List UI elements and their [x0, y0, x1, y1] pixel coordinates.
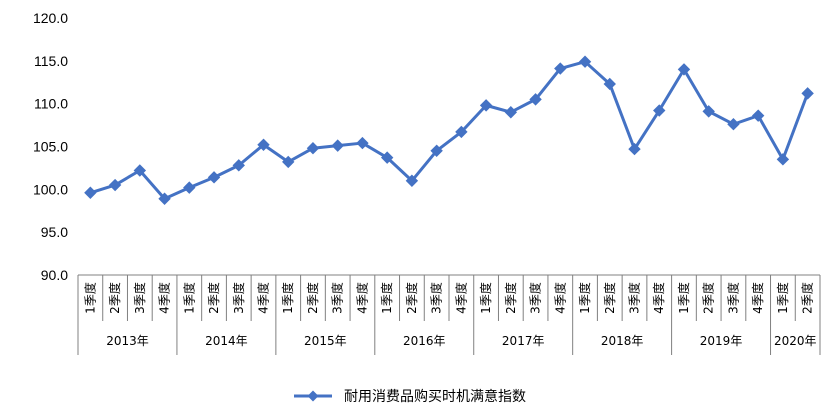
data-point-marker [677, 63, 691, 76]
quarter-tick-label: 2季度 [701, 282, 716, 314]
data-point-marker [603, 77, 616, 91]
data-point-marker [801, 87, 814, 100]
y-tick-label: 120.0 [33, 10, 68, 26]
y-axis-ticks: 90.0 95.0 100.0 105.0 110.0 115.0 120.0 [33, 10, 68, 283]
quarter-tick-label: 2季度 [602, 282, 617, 314]
y-tick-label: 105.0 [33, 139, 68, 155]
quarter-tick-label: 2季度 [503, 282, 518, 314]
quarter-tick-label: 4季度 [256, 282, 271, 314]
data-point-marker [653, 104, 666, 117]
data-point-marker [158, 192, 171, 205]
year-tick-label: 2013年 [106, 334, 149, 348]
year-tick-label: 2014年 [205, 334, 248, 348]
data-point-marker [232, 159, 245, 172]
y-tick-label: 95.0 [41, 224, 68, 240]
data-point-marker [702, 105, 715, 118]
quarter-tick-label: 2季度 [206, 282, 221, 314]
legend-marker [307, 390, 319, 402]
y-tick-label: 100.0 [33, 181, 68, 197]
data-point-marker [84, 186, 97, 199]
legend[interactable]: 耐用消费品购买时机满意指数 [294, 388, 526, 405]
data-point-marker [257, 138, 270, 151]
quarter-tick-label: 4季度 [552, 282, 567, 314]
axes [77, 274, 821, 355]
quarter-tick-label: 4季度 [354, 282, 369, 314]
data-point-marker [108, 178, 122, 192]
data-point-marker [455, 125, 468, 139]
quarter-tick-label: 3季度 [725, 282, 740, 314]
quarter-tick-label: 2季度 [305, 282, 320, 314]
year-tick-label: 2017年 [502, 334, 545, 348]
quarter-tick-label: 3季度 [627, 282, 642, 314]
legend-label: 耐用消费品购买时机满意指数 [344, 388, 526, 405]
quarter-tick-label: 1季度 [379, 282, 394, 314]
data-point-marker [776, 153, 790, 166]
quarter-tick-label: 4季度 [651, 282, 666, 314]
series-layer [84, 55, 814, 205]
year-tick-label: 2015年 [304, 334, 347, 348]
quarter-tick-label: 2季度 [404, 282, 419, 314]
year-tick-label: 2018年 [601, 334, 644, 348]
year-tick-label: 2020年 [774, 334, 817, 348]
quarter-tick-label: 2季度 [107, 282, 122, 314]
data-point-marker [727, 118, 740, 131]
quarter-tick-label: 3季度 [231, 282, 246, 314]
data-point-marker [430, 144, 443, 157]
data-point-marker [628, 142, 641, 156]
quarter-tick-label: 1季度 [577, 282, 592, 314]
quarter-tick-label: 1季度 [775, 282, 790, 314]
quarter-tick-label: 4季度 [453, 282, 468, 314]
data-point-marker [405, 174, 419, 187]
quarter-tick-label: 1季度 [181, 282, 196, 314]
quarter-tick-label: 1季度 [280, 282, 295, 314]
data-point-marker [751, 109, 765, 122]
data-point-marker [479, 99, 493, 112]
data-point-marker [554, 62, 567, 75]
quarter-tick-label: 4季度 [157, 282, 172, 314]
quarter-tick-label: 2季度 [800, 282, 815, 314]
x-axis-ticks: 1季度 2季度 3季度 4季度 2013年 1季度 2季度 3季度 4季度 2014年 1季度 2季度… [82, 282, 816, 348]
data-point-marker [133, 164, 147, 177]
data-point-marker [282, 155, 295, 169]
data-point-marker [356, 136, 369, 150]
quarter-tick-label: 1季度 [478, 282, 493, 314]
y-tick-label: 90.0 [41, 267, 68, 283]
data-point-marker [529, 93, 542, 106]
quarter-tick-label: 1季度 [82, 282, 97, 314]
data-point-marker [331, 139, 344, 152]
series-line [89, 60, 810, 201]
quarter-tick-label: 1季度 [676, 282, 691, 314]
y-tick-label: 115.0 [34, 53, 68, 69]
quarter-tick-label: 3季度 [429, 282, 444, 314]
data-point-marker [380, 151, 394, 164]
data-point-marker [504, 106, 518, 119]
year-tick-label: 2019年 [700, 334, 743, 348]
year-tick-label: 2016年 [403, 334, 446, 348]
data-point-marker [183, 181, 196, 194]
y-tick-label: 110.0 [34, 96, 68, 112]
quarter-tick-label: 3季度 [330, 282, 345, 314]
quarter-tick-label: 3季度 [132, 282, 147, 314]
data-point-marker [306, 142, 320, 155]
data-point-marker [207, 171, 221, 184]
quarter-tick-label: 3季度 [528, 282, 543, 314]
quarter-tick-label: 4季度 [750, 282, 765, 314]
data-point-marker [578, 55, 592, 68]
